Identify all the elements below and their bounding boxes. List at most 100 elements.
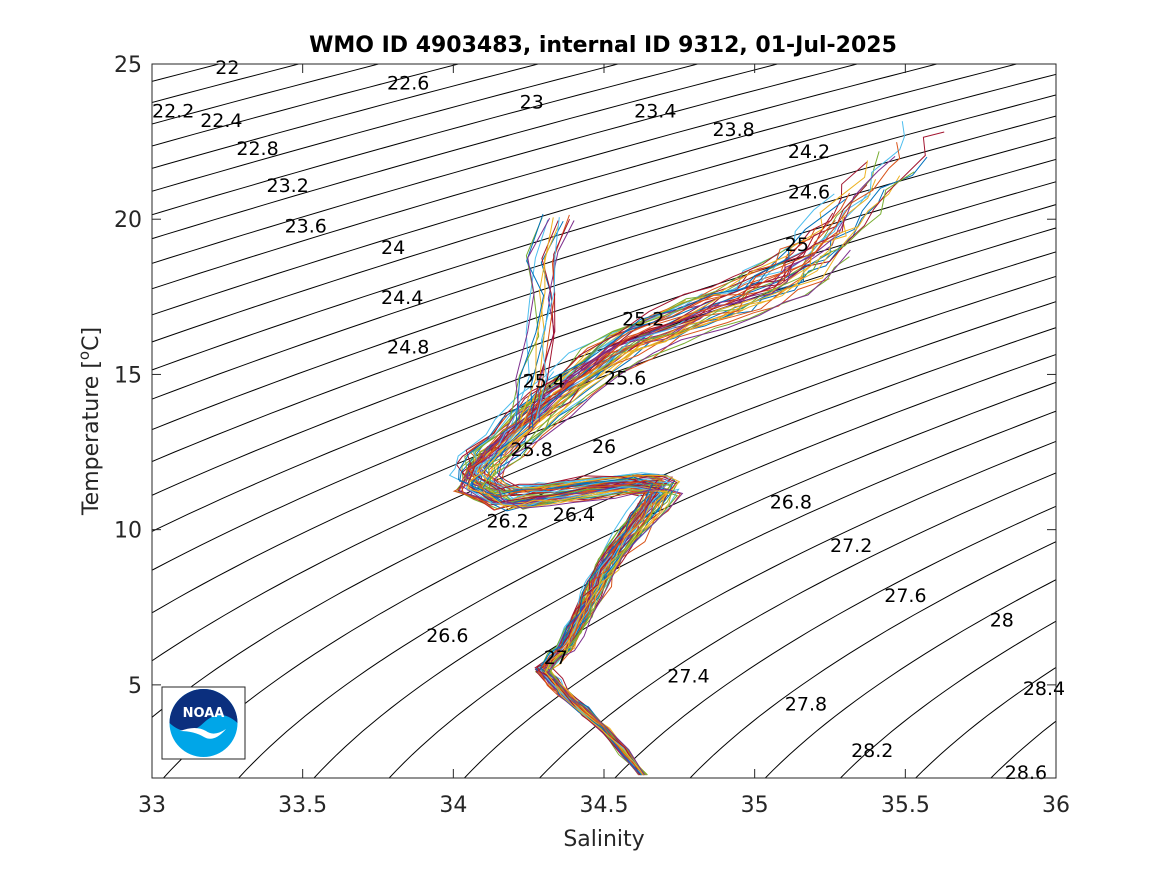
x-axis-label: Salinity [563, 827, 644, 852]
x-tick-label: 35 [741, 793, 769, 818]
isopycnal-label: 27.6 [884, 585, 926, 607]
profile-branch-line [515, 217, 551, 423]
isopycnal-label: 23.6 [285, 215, 327, 237]
isopycnal-label: 22.4 [200, 110, 242, 132]
isopycnal-line [614, 505, 1056, 778]
isopycnal-line [152, 136, 1056, 431]
isopycnal-label: 28.2 [851, 740, 893, 762]
isopycnal-line [152, 115, 1056, 400]
profile-line [467, 226, 858, 776]
isopycnal-label: 25.2 [622, 309, 664, 331]
isopycnal-line [915, 666, 1056, 778]
isopycnal-label: 28 [990, 610, 1014, 632]
y-axis: 5 10 15 20 25 [114, 53, 1056, 699]
isopycnal-label: 23.4 [634, 101, 676, 123]
isopycnal-line [463, 440, 1056, 778]
isopycnal-label: 24.8 [387, 336, 429, 358]
noaa-logo-bird [180, 728, 226, 739]
isopycnal-label: 25 [785, 234, 809, 256]
y-tick-label: 5 [128, 674, 142, 699]
profile-branch-line [519, 225, 559, 421]
isopycnal-label: 26.6 [426, 625, 468, 647]
isopycnal-label: 24.4 [381, 287, 423, 309]
x-tick-label: 36 [1042, 793, 1070, 818]
isopycnal-labels: 22 22.2 22.4 22.6 23 23.4 22.8 23.8 24.2 23.2 24.6… [152, 57, 1065, 784]
isopycnal-line [152, 64, 461, 147]
profile-branch-line [535, 217, 560, 421]
isopycnal-label: 22.2 [152, 101, 194, 123]
profile-line [493, 249, 851, 776]
isopycnal-line [839, 620, 1056, 778]
isopycnal-line [1088, 2, 1167, 840]
isopycnal-label: 25.6 [604, 368, 646, 390]
profile-branch-line [515, 213, 545, 428]
plot-area [152, 64, 1056, 778]
isopycnal-label: 23 [520, 91, 544, 113]
isopycnal-label: 24 [381, 237, 405, 259]
isopycnal-label: 26.8 [770, 492, 812, 514]
noaa-logo-ring [169, 689, 238, 731]
x-tick-label: 34 [439, 793, 467, 818]
isopycnal-label: 27.8 [785, 693, 827, 715]
isopycnal-line [152, 64, 780, 240]
y-tick-label: 20 [114, 208, 142, 233]
isopycnal-line [152, 64, 541, 169]
profile-branch-line [532, 220, 559, 422]
isopycnal-line [162, 327, 1056, 778]
chart-title: WMO ID 4903483, internal ID 9312, 01-Jul… [309, 33, 897, 58]
isopycnal-label: 27.4 [667, 666, 709, 688]
noaa-logo-text: NOAA [183, 706, 225, 721]
isopycnal-line [152, 204, 1056, 532]
isopycnal-line [152, 158, 1056, 463]
profile-branch-line [508, 217, 543, 423]
isopycnal-line [238, 354, 1056, 778]
noaa-logo: NOAA [161, 686, 246, 760]
isopycnal-line [764, 579, 1056, 778]
isopycnal-label: 23.2 [267, 175, 309, 197]
isopycnal-line [388, 410, 1056, 778]
y-tick-label: 10 [114, 519, 142, 544]
isopycnal-line [689, 541, 1056, 778]
isopycnal-label: 22.6 [387, 73, 429, 95]
isopycnal-label: 25.8 [511, 439, 553, 461]
isopycnal-label: 28.4 [1023, 678, 1065, 700]
isopycnal-label: 22 [215, 57, 239, 79]
profile-lines [448, 121, 945, 776]
isopycnal-label: 27 [544, 647, 568, 669]
isopycnal-line [152, 94, 1056, 371]
isopycnal-label: 24.2 [788, 141, 830, 163]
isopycnal-line [152, 64, 860, 264]
isopycnal-line [152, 64, 939, 290]
isopycnal-label: 25.4 [523, 371, 565, 393]
y-axis-label: Temperature [oC] [75, 327, 104, 516]
x-axis: 33 33.5 34 34.5 35 35.5 36 [138, 64, 1070, 818]
isopycnal-line [152, 227, 1056, 571]
isopycnal-line [152, 64, 1019, 316]
isopycnal-label: 24.6 [788, 181, 830, 203]
profile-line [477, 171, 915, 776]
isopycnal-line [152, 64, 620, 192]
isopycnal-label: 26 [592, 436, 616, 458]
y-tick-label: 25 [114, 53, 142, 78]
y-axis-label-sup: o [75, 351, 93, 360]
profile-branch-line [530, 220, 564, 429]
isopycnal-label: 26.2 [486, 510, 528, 532]
x-tick-label: 34.5 [580, 793, 629, 818]
isopycnal-label: 27.2 [830, 535, 872, 557]
profile-branch-line [528, 218, 571, 430]
isopycnal-line [152, 73, 1056, 343]
isopycnal-label: 28.6 [1005, 762, 1047, 784]
profile-branch-line [511, 219, 549, 425]
x-tick-label: 33 [138, 793, 166, 818]
x-tick-label: 33.5 [278, 793, 327, 818]
isopycnal-line [152, 64, 700, 216]
isopycnal-label: 22.8 [236, 138, 278, 160]
y-tick-label: 15 [114, 363, 142, 388]
isopycnal-label: 26.4 [553, 504, 595, 526]
isopycnal-line [152, 275, 1056, 662]
x-tick-label: 35.5 [881, 793, 930, 818]
y-axis-label-end: C] [79, 327, 104, 351]
isopycnal-line [152, 251, 1056, 614]
isopycnal-line [313, 381, 1056, 778]
